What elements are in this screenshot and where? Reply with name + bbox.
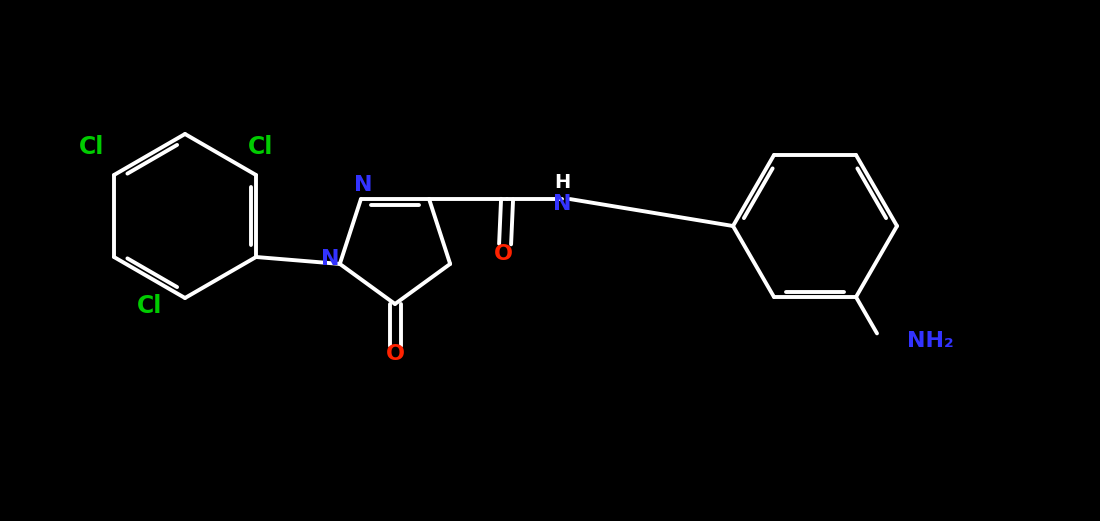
Text: H: H: [554, 172, 570, 192]
Text: O: O: [494, 244, 513, 264]
Text: Cl: Cl: [79, 135, 104, 159]
Text: Cl: Cl: [138, 294, 163, 318]
Text: N: N: [354, 175, 372, 195]
Text: NH₂: NH₂: [908, 331, 954, 351]
Text: Cl: Cl: [249, 135, 274, 159]
Text: N: N: [320, 249, 339, 269]
Text: N: N: [553, 194, 571, 214]
Text: O: O: [385, 344, 405, 364]
